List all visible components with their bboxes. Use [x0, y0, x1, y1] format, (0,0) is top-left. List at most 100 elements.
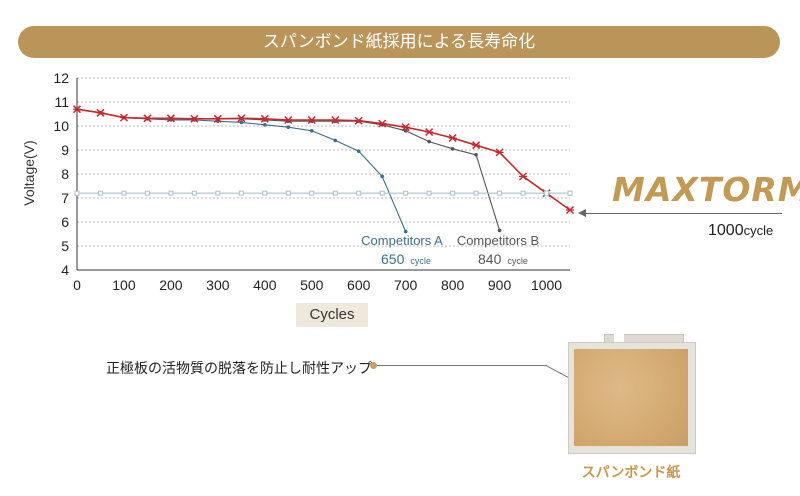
- data-point: [519, 172, 528, 181]
- y-tick-label: 7: [61, 190, 69, 206]
- x-tick-label: 0: [73, 277, 81, 293]
- reference-marker: [332, 190, 338, 196]
- data-point: [119, 113, 128, 122]
- data-point: [239, 120, 244, 125]
- reference-marker: [238, 190, 244, 196]
- reference-marker: [262, 190, 268, 196]
- series-name-label: Competitors B: [457, 233, 539, 248]
- reference-marker: [285, 190, 291, 196]
- data-point: [143, 114, 152, 123]
- series-name-label: Competitors A: [361, 233, 443, 248]
- data-point: [284, 115, 293, 125]
- reference-marker: [544, 190, 550, 196]
- reference-marker: [121, 190, 127, 196]
- series-end-label: 650 cycle: [381, 251, 431, 267]
- spunbond-paper-image: [574, 349, 688, 446]
- y-tick-label: 12: [53, 70, 69, 86]
- page-banner: スパンボンド紙採用による長寿命化: [18, 26, 780, 58]
- data-point: [190, 114, 199, 123]
- data-point: [237, 114, 246, 123]
- y-tick-label: 4: [61, 262, 69, 278]
- series-end-label: 840 cycle: [478, 251, 528, 267]
- x-tick-label: 600: [347, 277, 371, 293]
- x-tick-label: 300: [206, 277, 230, 293]
- data-point: [380, 174, 384, 179]
- sample-caption: スパンボンド紙: [581, 465, 681, 481]
- brand-pointer-arrowhead: [578, 209, 586, 217]
- data-point: [378, 119, 387, 128]
- x-tick-label: 100: [112, 277, 136, 293]
- reference-marker: [309, 190, 315, 196]
- x-tick-label: 400: [253, 277, 277, 293]
- data-point: [401, 123, 410, 132]
- reference-marker: [520, 190, 526, 196]
- reference-marker: [426, 190, 432, 196]
- x-tick-label: 1000: [531, 277, 562, 293]
- data-point: [166, 114, 175, 123]
- series-line-0: [76, 108, 407, 232]
- x-tick-label: 200: [159, 277, 183, 293]
- brand-cycle-unit: cycle: [743, 223, 774, 238]
- data-point: [403, 229, 408, 234]
- plate-tab-gap: [614, 332, 624, 346]
- data-point: [213, 114, 222, 123]
- series-end-unit: cycle: [507, 256, 528, 266]
- reference-marker: [567, 190, 573, 196]
- y-tick-label: 10: [53, 118, 69, 134]
- note-leader-line: [377, 365, 547, 366]
- reference-marker: [168, 190, 174, 196]
- reference-marker: [356, 190, 362, 196]
- y-tick-label: 9: [61, 142, 69, 158]
- series-end-unit: cycle: [410, 256, 431, 266]
- data-point: [263, 123, 267, 127]
- reference-marker: [97, 190, 103, 196]
- reference-marker: [379, 190, 385, 196]
- data-point: [333, 138, 338, 143]
- series-labels: Competitors A 650 cycle Competitors B 840 cyc…: [361, 233, 539, 267]
- data-point: [286, 125, 291, 129]
- series-end-value: 650: [381, 251, 405, 267]
- series-end-value: 840: [478, 251, 502, 267]
- brand-logo: MAXTORM: [612, 170, 800, 209]
- x-tick-label: 900: [488, 277, 512, 293]
- data-point: [495, 148, 504, 157]
- x-tick-label: 700: [394, 277, 418, 293]
- data-point: [497, 228, 502, 233]
- x-tick-label: 500: [300, 277, 324, 293]
- data-point: [403, 129, 408, 133]
- y-tick-label: 6: [61, 214, 69, 230]
- series: [72, 105, 575, 234]
- x-axis-label: Cycles: [296, 303, 368, 327]
- brand-cycle-count: 1000cycle: [708, 222, 773, 240]
- data-point: [309, 129, 314, 133]
- data-point: [72, 105, 82, 114]
- data-point: [307, 115, 316, 125]
- reference-marker: [74, 190, 80, 196]
- reference-marker: [403, 190, 409, 196]
- y-tick-label: 11: [54, 94, 69, 110]
- series-line-2: [76, 108, 571, 211]
- tick-labels: 4 5 6 7 8 9 10 11 12 0 100 200 300 400 500 600 700 800 900…: [53, 70, 562, 293]
- y-axis-label: Voltage(V): [21, 140, 37, 205]
- reference-marker: [497, 190, 503, 196]
- reference-marker: [450, 190, 456, 196]
- x-tick-label: 800: [441, 277, 465, 293]
- data-point: [472, 141, 481, 150]
- note-bullet: [370, 362, 377, 369]
- brand-pointer-line: [584, 213, 782, 214]
- data-point: [260, 114, 269, 123]
- feature-note: 正極板の活物質の脱落を防止し耐性アップ: [106, 361, 372, 377]
- brand-cycle-value: 1000: [708, 222, 744, 239]
- data-point: [425, 127, 434, 137]
- data-point: [565, 205, 575, 215]
- data-point: [354, 116, 363, 125]
- y-tick-label: 5: [61, 238, 69, 254]
- data-point: [96, 108, 105, 117]
- data-point: [448, 133, 457, 143]
- data-point: [356, 149, 361, 153]
- reference-marker: [144, 190, 150, 196]
- y-tick-label: 8: [61, 166, 69, 182]
- data-point: [331, 115, 340, 125]
- data-point: [450, 147, 455, 151]
- data-point: [474, 153, 478, 157]
